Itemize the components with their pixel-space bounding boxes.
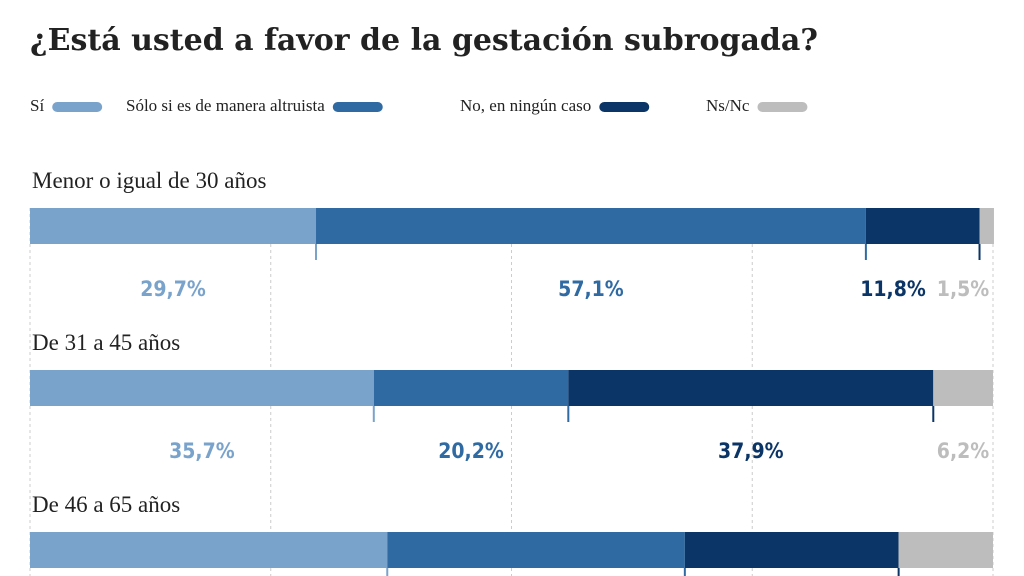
bar-segment — [387, 532, 685, 568]
value-label: 57,1% — [558, 277, 624, 301]
bar-segment — [373, 370, 569, 406]
value-label: 29,7% — [140, 277, 206, 301]
bar-segment — [568, 370, 934, 406]
legend-swatch — [599, 102, 650, 112]
legend-label: Sólo si es de manera altruista — [126, 96, 325, 115]
bar-segment — [684, 532, 899, 568]
chart-title: ¿Está usted a favor de la gestación subr… — [30, 23, 818, 58]
value-label: 20,2% — [438, 439, 504, 463]
value-label: 6,2% — [937, 439, 989, 463]
value-label: 1,5% — [937, 277, 989, 301]
bar-segment — [30, 208, 317, 244]
bar-segment — [979, 208, 994, 244]
bar-segment — [898, 532, 993, 568]
legend-swatch — [757, 102, 808, 112]
legend-label: No, en ningún caso — [460, 96, 591, 115]
legend-swatch — [52, 102, 103, 112]
group-label: De 31 a 45 años — [32, 330, 180, 355]
legend-label: Sí — [30, 96, 44, 115]
bar-segment — [933, 370, 993, 406]
value-label: 37,9% — [718, 439, 784, 463]
group-label: De 46 a 65 años — [32, 492, 180, 517]
group-label: Menor o igual de 30 años — [32, 168, 266, 193]
value-label: 35,7% — [169, 439, 235, 463]
bar-segment — [865, 208, 980, 244]
bar-segment — [30, 370, 374, 406]
legend-swatch — [332, 102, 383, 112]
value-label: 11,8% — [860, 277, 926, 301]
legend-label: Ns/Nc — [706, 96, 750, 115]
bar-segment — [316, 208, 866, 244]
bar-segment — [30, 532, 388, 568]
